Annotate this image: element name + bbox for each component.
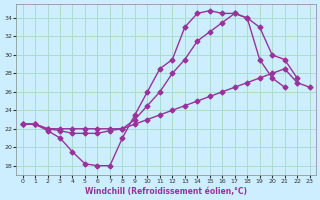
X-axis label: Windchill (Refroidissement éolien,°C): Windchill (Refroidissement éolien,°C) <box>85 187 247 196</box>
